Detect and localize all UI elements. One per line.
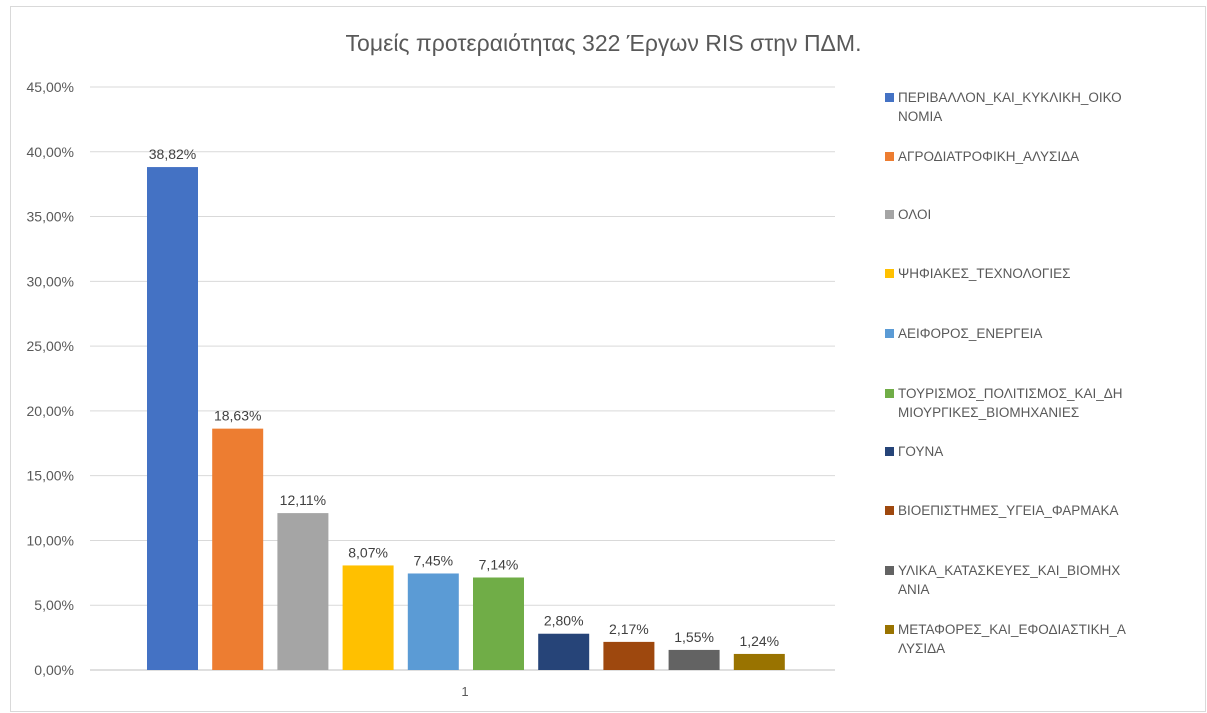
legend-label: ΟΛΟΙ [898, 207, 932, 222]
chart-title: Τομείς προτεραιότητας 322 Έργων RIS στην… [345, 30, 862, 56]
y-tick-label: 10,00% [27, 532, 74, 548]
y-tick-label: 25,00% [27, 338, 74, 354]
bar [473, 577, 524, 670]
legend-label: ΠΕΡΙΒΑΛΛΟΝ_ΚΑΙ_ΚΥΚΛΙΚΗ_ΟΙΚΟΝΟΜΙΑ [898, 90, 1122, 124]
y-tick-label: 5,00% [34, 597, 74, 613]
legend-swatch [885, 447, 894, 456]
x-tick-label: 1 [461, 684, 468, 699]
legend-swatch [885, 152, 894, 161]
legend-swatch [885, 566, 894, 575]
legend-label: ΨΗΦΙΑΚΕΣ_ΤΕΧΝΟΛΟΓΙΕΣ [898, 266, 1071, 281]
bar [603, 641, 655, 670]
bar [147, 167, 198, 670]
y-tick-label: 0,00% [34, 662, 74, 678]
data-label: 2,80% [544, 613, 584, 629]
data-label: 1,24% [739, 633, 779, 649]
data-label: 8,07% [348, 544, 388, 560]
legend-label: ΥΛΙΚΑ_ΚΑΤΑΣΚΕΥΕΣ_ΚΑΙ_ΒΙΟΜΗΧΑΝΙΑ [898, 563, 1121, 597]
bar [668, 649, 720, 670]
bar [277, 513, 329, 670]
data-label: 7,45% [413, 552, 453, 568]
bar [733, 653, 785, 670]
legend-label: ΑΕΙΦΟΡΟΣ_ΕΝΕΡΓΕΙΑ [898, 326, 1043, 341]
y-tick-label: 20,00% [27, 403, 74, 419]
legend-swatch [885, 93, 894, 102]
bar [212, 428, 264, 670]
bar [407, 573, 459, 670]
chart-area [10, 6, 1206, 712]
legend-swatch [885, 210, 894, 219]
legend-label: ΓΟΥΝΑ [898, 444, 944, 459]
y-tick-label: 15,00% [27, 468, 74, 484]
data-label: 2,17% [609, 621, 649, 637]
legend-label: ΑΓΡΟΔΙΑΤΡΟΦΙΚΗ_ΑΛΥΣΙΔΑ [898, 149, 1080, 164]
data-label: 38,82% [149, 146, 196, 162]
y-tick-label: 35,00% [27, 209, 74, 225]
y-tick-label: 45,00% [27, 79, 74, 95]
data-label: 12,11% [280, 492, 326, 508]
legend-swatch [885, 329, 894, 338]
data-label: 7,14% [479, 556, 519, 572]
legend-label: ΒΙΟΕΠΙΣΤΗΜΕΣ_ΥΓΕΙΑ_ΦΑΡΜΑΚΑ [898, 503, 1119, 518]
data-label: 18,63% [214, 408, 261, 424]
bar [342, 565, 394, 670]
bar [538, 633, 590, 670]
data-label: 1,55% [674, 629, 714, 645]
y-tick-label: 30,00% [27, 273, 74, 289]
legend-label: ΜΕΤΑΦΟΡΕΣ_ΚΑΙ_ΕΦΟΔΙΑΣΤΙΚΗ_ΑΛΥΣΙΔΑ [898, 622, 1126, 656]
legend-swatch [885, 506, 894, 515]
legend-swatch [885, 625, 894, 634]
y-tick-label: 40,00% [27, 144, 74, 160]
legend-swatch [885, 269, 894, 278]
legend-swatch [885, 389, 894, 398]
legend-label: ΤΟΥΡΙΣΜΟΣ_ΠΟΛΙΤΙΣΜΟΣ_ΚΑΙ_ΔΗΜΙΟΥΡΓΙΚΕΣ_ΒΙ… [898, 386, 1123, 420]
